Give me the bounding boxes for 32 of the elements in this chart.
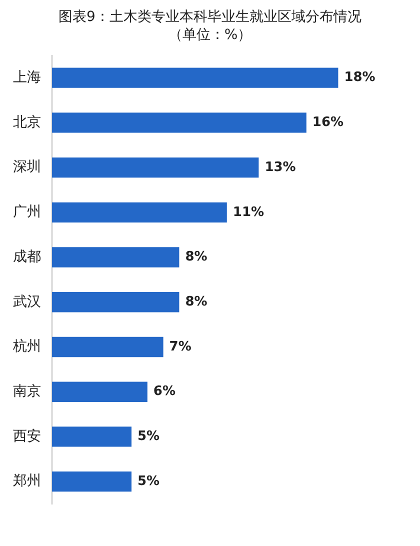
data-label: 5% xyxy=(138,429,160,444)
y-tick-label: 西安 xyxy=(13,428,41,444)
bar xyxy=(52,471,132,492)
y-tick-label: 郑州 xyxy=(13,473,41,490)
chart-title: 图表9：土木类专业本科毕业生就业区域分布情况 xyxy=(58,8,362,26)
y-tick-label: 深圳 xyxy=(13,159,41,176)
bar xyxy=(52,292,180,312)
bar xyxy=(52,68,338,88)
bar xyxy=(52,426,132,447)
bar xyxy=(52,336,164,358)
data-label: 8% xyxy=(185,294,208,310)
bar xyxy=(52,247,180,268)
bar xyxy=(52,382,148,402)
y-tick-label: 南京 xyxy=(13,383,41,400)
y-tick-label: 杭州 xyxy=(12,338,41,355)
y-tick-label: 武汉 xyxy=(13,294,41,310)
data-label: 16% xyxy=(312,115,344,130)
y-tick-label: 广州 xyxy=(13,204,41,220)
data-label: 18% xyxy=(344,70,376,86)
data-label: 6% xyxy=(153,384,176,400)
data-label: 8% xyxy=(185,250,208,265)
chart-subtitle: （单位：%） xyxy=(167,26,253,44)
data-label: 11% xyxy=(232,204,264,220)
data-label: 13% xyxy=(264,160,296,175)
bar xyxy=(52,157,259,178)
bar xyxy=(52,202,227,223)
y-tick-label: 上海 xyxy=(13,69,41,86)
data-label: 7% xyxy=(169,339,192,354)
bar xyxy=(52,112,306,133)
data-label: 5% xyxy=(138,474,160,489)
y-tick-label: 成都 xyxy=(13,248,41,265)
y-tick-label: 北京 xyxy=(13,114,41,130)
